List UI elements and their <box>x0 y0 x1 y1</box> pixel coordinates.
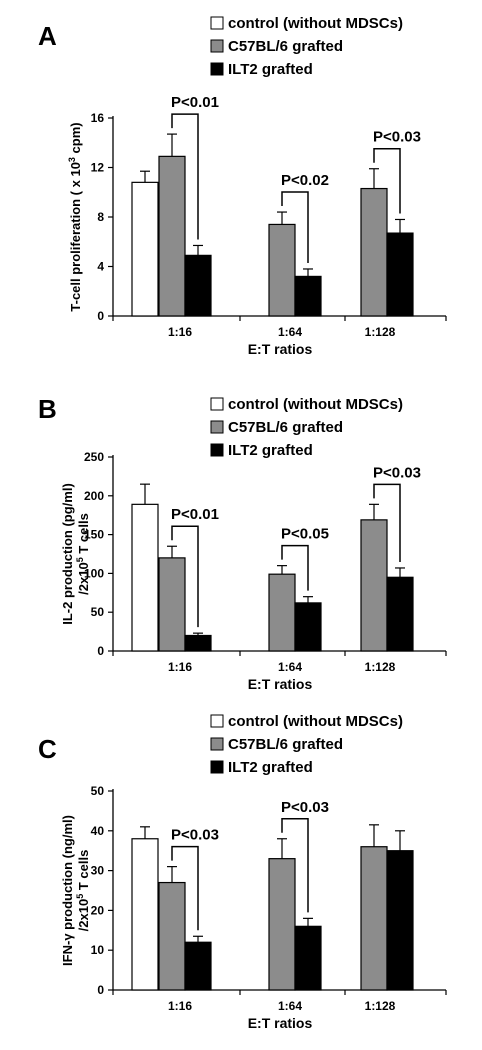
p-value-label: P<0.01 <box>171 506 219 523</box>
bar-c57 <box>158 557 186 652</box>
panel-letter: B <box>38 394 57 424</box>
legend-label-c57: C57BL/6 grafted <box>228 38 343 55</box>
bar-control <box>131 503 159 652</box>
bar-ilt2 <box>386 232 414 317</box>
x-tick-label: 1:16 <box>168 325 192 339</box>
bar-ilt2 <box>184 254 212 317</box>
x-tick-label: 1:64 <box>278 999 302 1013</box>
y-tick-label: 16 <box>91 111 105 125</box>
legend: control (without MDSCs) C57BL/6 grafted IL… <box>210 15 403 78</box>
bar-control <box>131 838 159 991</box>
y-tick-label: 0 <box>97 309 104 323</box>
p-value-label: P<0.03 <box>373 129 421 146</box>
legend-label-c57: C57BL/6 grafted <box>228 419 343 436</box>
y-tick-label: 4 <box>97 260 104 274</box>
x-tick-label: 1:128 <box>365 325 396 339</box>
bar-c57 <box>158 881 186 991</box>
bar-c57 <box>360 187 388 317</box>
x-tick-label: 1:16 <box>168 999 192 1013</box>
legend-label-ilt2: ILT2 grafted <box>228 759 313 776</box>
legend-swatch-ilt2 <box>210 443 224 457</box>
y-tick-label: 8 <box>97 210 104 224</box>
significance-bracket <box>171 845 199 931</box>
legend-swatch-c57 <box>210 420 224 434</box>
bar-ilt2 <box>386 850 414 991</box>
y-tick-label: 0 <box>97 983 104 997</box>
legend-swatch-control <box>210 714 224 728</box>
bar-ilt2 <box>294 275 322 317</box>
x-tick-label: 1:64 <box>278 660 302 674</box>
y-axis-title: T-cell proliferation ( x 103 cpm) <box>67 122 83 311</box>
x-axis-title: E:T ratios <box>248 676 313 692</box>
significance-bracket <box>373 483 401 562</box>
y-tick-label: 12 <box>91 161 105 175</box>
legend-swatch-ilt2 <box>210 760 224 774</box>
p-value-label: P<0.01 <box>171 94 219 111</box>
bar-ilt2 <box>184 634 212 652</box>
y-tick-label: 250 <box>84 450 104 464</box>
p-value-label: P<0.03 <box>171 827 219 844</box>
x-tick-label: 1:16 <box>168 660 192 674</box>
bar-c57 <box>268 223 296 317</box>
legend-swatch-control <box>210 16 224 30</box>
y-tick-label: 50 <box>91 605 105 619</box>
y-tick-label: 0 <box>97 644 104 658</box>
x-axis-title: E:T ratios <box>248 341 313 357</box>
y-axis-title-line1: IFN-γ production (ng/ml) <box>60 815 75 966</box>
x-tick-label: 1:128 <box>365 660 396 674</box>
bar-c57 <box>360 519 388 652</box>
legend-label-c57: C57BL/6 grafted <box>228 736 343 753</box>
y-tick-label: 10 <box>91 943 105 957</box>
significance-bracket <box>373 147 401 214</box>
y-tick-label: 20 <box>91 903 105 917</box>
significance-bracket <box>281 544 309 591</box>
y-tick-label: 150 <box>84 528 104 542</box>
y-tick-label: 100 <box>84 566 104 580</box>
legend-label-control: control (without MDSCs) <box>228 396 403 413</box>
bar-ilt2 <box>294 925 322 991</box>
bar-ilt2 <box>294 602 322 652</box>
legend-label-control: control (without MDSCs) <box>228 713 403 730</box>
bar-c57 <box>268 573 296 652</box>
y-tick-label: 30 <box>91 864 105 878</box>
y-tick-label: 50 <box>91 784 105 798</box>
panel-letter: C <box>38 734 57 764</box>
legend-swatch-control <box>210 397 224 411</box>
significance-bracket <box>171 113 199 240</box>
significance-bracket <box>281 818 309 913</box>
bar-c57 <box>268 858 296 991</box>
significance-bracket <box>171 525 199 628</box>
y-axis-title-line2: /2x105 T cells <box>75 513 91 595</box>
legend-swatch-c57 <box>210 737 224 751</box>
legend-swatch-c57 <box>210 39 224 53</box>
p-value-label: P<0.05 <box>281 526 329 543</box>
x-tick-label: 1:128 <box>365 999 396 1013</box>
legend: control (without MDSCs) C57BL/6 grafted IL… <box>210 713 403 776</box>
significance-bracket <box>281 191 309 263</box>
bar-control <box>131 181 159 317</box>
x-tick-label: 1:64 <box>278 325 302 339</box>
legend-label-ilt2: ILT2 grafted <box>228 442 313 459</box>
x-axis-title: E:T ratios <box>248 1015 313 1031</box>
bar-ilt2 <box>386 576 414 652</box>
bar-c57 <box>360 846 388 991</box>
p-value-label: P<0.03 <box>373 464 421 481</box>
legend-swatch-ilt2 <box>210 62 224 76</box>
p-value-label: P<0.02 <box>281 172 329 189</box>
y-tick-label: 40 <box>91 824 105 838</box>
y-axis-title-line1: IL-2 production (pg/ml) <box>60 483 75 625</box>
bar-ilt2 <box>184 941 212 991</box>
legend: control (without MDSCs) C57BL/6 grafted IL… <box>210 396 403 459</box>
y-axis-title-line2: /2x105 T cells <box>75 850 91 932</box>
legend-label-control: control (without MDSCs) <box>228 15 403 32</box>
legend-label-ilt2: ILT2 grafted <box>228 61 313 78</box>
p-value-label: P<0.03 <box>281 799 329 816</box>
y-tick-label: 200 <box>84 489 104 503</box>
bar-c57 <box>158 155 186 317</box>
panel-letter: A <box>38 21 57 51</box>
